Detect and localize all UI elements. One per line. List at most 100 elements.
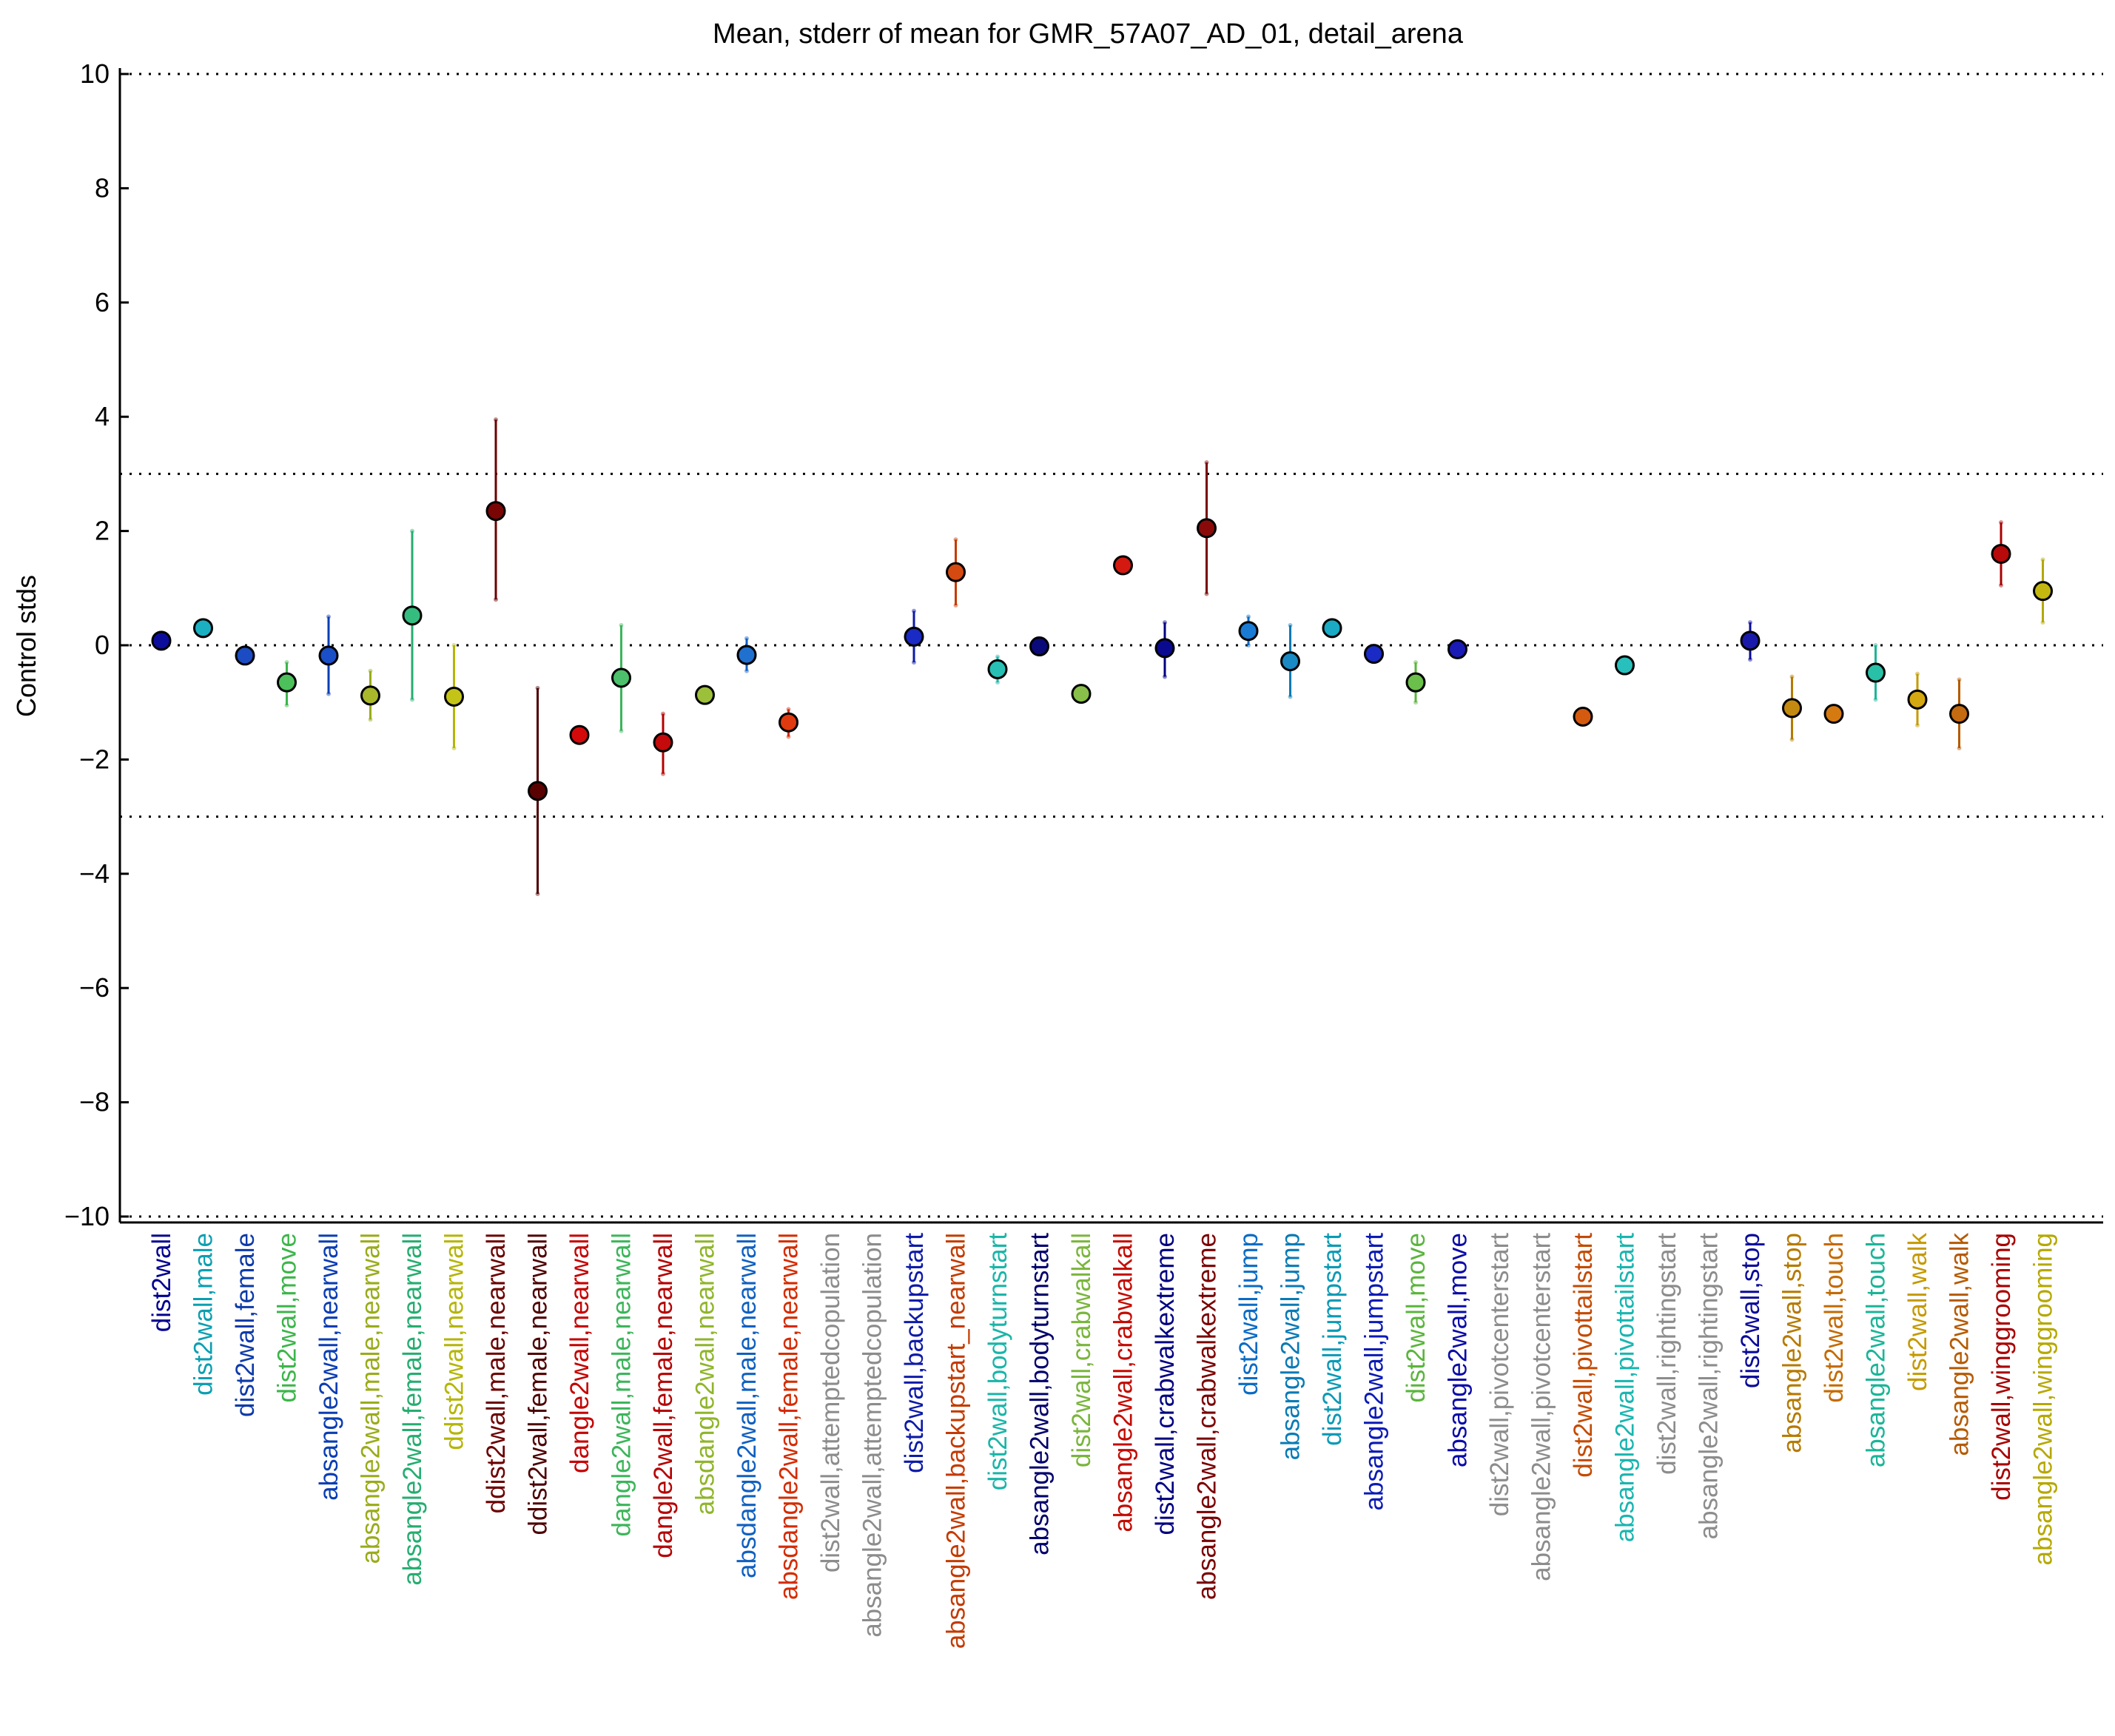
x-tick-label: dist2wall,pivottailstart — [1569, 1233, 1598, 1478]
y-tick-label: 2 — [95, 516, 110, 546]
y-tick-label: 4 — [95, 401, 110, 431]
error-cap — [1413, 700, 1418, 705]
y-ticks: 10 8 6 4 2 0 −2 −4 −6 −8 −10 — [64, 58, 129, 1231]
y-tick-label: −6 — [79, 972, 110, 1003]
data-point — [528, 781, 548, 801]
data-point — [1238, 621, 1259, 642]
error-cap — [1789, 737, 1795, 742]
data-point — [695, 684, 715, 705]
x-tick-label: absangle2wall,bodyturnstart — [1026, 1233, 1055, 1555]
error-cap — [995, 680, 1000, 685]
data-point — [569, 724, 590, 745]
data-point — [1405, 672, 1426, 693]
error-cap — [368, 717, 373, 722]
data-point — [1866, 662, 1886, 683]
error-cap — [744, 636, 749, 641]
data-point — [987, 659, 1008, 679]
data-point — [1573, 707, 1593, 727]
x-tick-label: dist2wall,backupstart — [900, 1233, 929, 1473]
x-tick-label: absdangle2wall,nearwall — [691, 1233, 720, 1515]
error-cap — [1163, 674, 1167, 679]
error-cap — [368, 668, 373, 673]
x-tick-label: absangle2wall,jump — [1277, 1233, 1305, 1460]
error-cap — [494, 597, 498, 602]
error-cap — [1999, 520, 2003, 525]
y-tick-label: 0 — [95, 630, 110, 660]
data-point — [1615, 655, 1635, 676]
error-cap — [953, 602, 958, 608]
data-point — [1949, 704, 1969, 724]
error-cap — [410, 697, 414, 702]
y-tick-label: 8 — [95, 172, 110, 203]
error-cap — [1204, 460, 1209, 465]
y-tick-label: −10 — [64, 1201, 110, 1231]
error-cap — [494, 417, 498, 423]
error-cap — [2040, 557, 2045, 562]
data-point — [360, 685, 380, 706]
data-point — [193, 618, 213, 639]
data-point — [1447, 639, 1467, 659]
data-point — [1113, 555, 1133, 576]
data-point — [1364, 644, 1384, 665]
x-tick-label: dist2wall,crabwalkextreme — [1151, 1233, 1180, 1535]
error-cap — [284, 703, 289, 708]
data-point — [235, 645, 255, 666]
error-cap — [1873, 643, 1878, 647]
error-cap — [1748, 620, 1752, 625]
error-cap — [1789, 674, 1795, 679]
x-tick-label: absangle2wall,pivotcenterstart — [1527, 1233, 1556, 1581]
x-tick-label: dist2wall,stop — [1736, 1233, 1765, 1388]
x-tick-label: dist2wall,pivotcenterstart — [1485, 1233, 1514, 1516]
error-cap — [953, 537, 958, 542]
x-tick-label: dist2wall,touch — [1820, 1233, 1849, 1403]
x-tick-label: dangle2wall,female,nearwall — [649, 1233, 678, 1558]
error-cap — [1999, 582, 2003, 588]
error-cap — [661, 771, 665, 776]
data-point — [904, 626, 924, 647]
error-cap — [1163, 620, 1167, 625]
x-tick-label: dist2wall,attemptedcopulation — [816, 1233, 845, 1572]
error-cap — [1288, 694, 1293, 699]
error-cap — [912, 660, 916, 665]
markers — [151, 501, 2053, 801]
x-tick-label: dist2wall,crabwalkall — [1067, 1233, 1096, 1467]
x-tick-label: absangle2wall,winggrooming — [2029, 1233, 2058, 1565]
error-cap — [995, 654, 1000, 659]
data-point — [736, 645, 757, 665]
x-tick-label: dangle2wall,nearwall — [565, 1233, 594, 1473]
error-cap — [619, 728, 624, 733]
x-tick-label: dist2wall,walk — [1903, 1233, 1932, 1391]
y-tick-label: 6 — [95, 287, 110, 317]
x-tick-label: dist2wall — [147, 1233, 176, 1332]
data-point — [1154, 638, 1175, 659]
x-tick-label: dist2wall,jumpstart — [1318, 1233, 1347, 1446]
error-cap — [1246, 614, 1251, 619]
x-tick-label: absangle2wall,crabwalkextreme — [1193, 1233, 1222, 1600]
error-cap — [2040, 620, 2045, 625]
x-tick-label: absangle2wall,backupstart_nearwall — [942, 1233, 971, 1649]
error-cap — [1246, 643, 1251, 647]
x-tick-label: dist2wall,winggrooming — [1987, 1233, 2016, 1501]
x-tick-label: absdangle2wall,female,nearwall — [775, 1233, 804, 1600]
x-tick-label: absangle2wall,jumpstart — [1360, 1233, 1389, 1511]
error-cap — [535, 685, 540, 690]
data-point — [1071, 684, 1092, 704]
data-point — [402, 605, 423, 626]
data-point — [1322, 618, 1342, 639]
x-tick-label: dist2wall,move — [273, 1233, 302, 1403]
error-cap — [410, 528, 414, 534]
error-cap — [451, 745, 457, 750]
data-point — [2033, 581, 2053, 602]
reference-lines — [120, 73, 2103, 1218]
data-point — [1280, 651, 1300, 672]
data-point — [1029, 636, 1049, 657]
x-tick-label: absangle2wall,female,nearwall — [398, 1233, 427, 1586]
error-cap — [1957, 745, 1962, 750]
x-tick-label: absangle2wall,move — [1444, 1233, 1473, 1467]
error-cap — [619, 622, 624, 628]
data-point — [1740, 630, 1761, 651]
x-tick-label: absangle2wall,touch — [1862, 1233, 1891, 1467]
x-tick-label: absangle2wall,rightingstart — [1695, 1233, 1724, 1540]
x-tick-label: absangle2wall,crabwalkall — [1109, 1233, 1138, 1533]
y-tick-label: −4 — [79, 858, 110, 889]
